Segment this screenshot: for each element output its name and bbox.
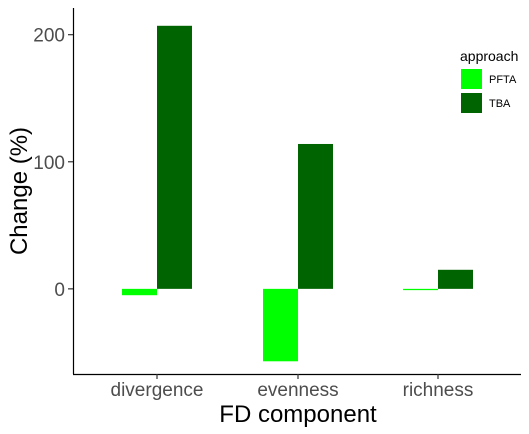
bar-pfta-richness: [403, 288, 438, 291]
bar-tba-divergence: [157, 25, 192, 289]
legend-label-pfta: PFTA: [489, 74, 517, 86]
bar-tba-evenness: [298, 143, 333, 289]
x-tick-label-divergence: divergence: [111, 380, 204, 401]
x-axis-title: FD component: [219, 401, 377, 428]
y-tick-label: 100: [33, 153, 65, 174]
x-tick-label-evenness: evenness: [257, 380, 338, 401]
x-ticks: divergence evenness richness: [111, 374, 474, 401]
legend: approach PFTA TBA: [460, 48, 518, 113]
y-ticks: 0 100 200: [33, 26, 73, 301]
y-axis-title: Change (%): [6, 127, 33, 255]
y-tick-label: 0: [54, 280, 65, 301]
legend-label-tba: TBA: [489, 98, 511, 110]
y-tick-label: 200: [33, 26, 65, 47]
legend-swatch-pfta: [461, 69, 482, 89]
bar-tba-richness: [438, 269, 473, 289]
bar-pfta-divergence: [122, 288, 157, 296]
bars-group: [122, 25, 473, 362]
bar-pfta-evenness: [263, 288, 298, 362]
legend-title: approach: [460, 48, 518, 64]
legend-swatch-tba: [461, 93, 482, 113]
x-tick-label-richness: richness: [403, 380, 474, 401]
